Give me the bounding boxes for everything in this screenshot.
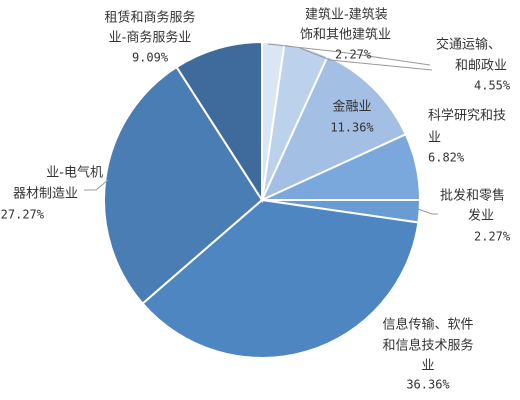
value-label: 6.82%	[428, 151, 465, 165]
slice-label: 器材制造业	[13, 187, 78, 202]
value-label: 36.36%	[406, 378, 450, 392]
slice-label: 发业	[468, 208, 494, 224]
slice-label: 和信息技术服务	[382, 338, 473, 354]
slice-label: 业-电气机	[46, 165, 103, 181]
slice-label: 租赁和商务服务	[104, 10, 195, 26]
slice-label: 批发和零售	[440, 188, 505, 204]
value-label: 2.27%	[474, 230, 511, 244]
leader-line	[417, 208, 438, 215]
slice-label: 饰和其他建筑业	[300, 27, 391, 43]
slice-label: 业	[421, 359, 434, 374]
value-label: 11.36%	[330, 121, 374, 135]
slice-label: 业-商务服务业	[109, 30, 192, 46]
pie-slice	[175, 40, 263, 204]
pie-slice	[103, 65, 264, 305]
slice-label: 科学研究和技	[428, 108, 506, 124]
pie-slice	[259, 54, 408, 203]
leader-line	[84, 179, 109, 191]
value-label: 4.55%	[474, 79, 511, 93]
slice-label: 建筑业-建筑装	[305, 7, 388, 23]
slice-label: 交通运输、	[436, 37, 501, 53]
value-label: 2.27%	[335, 48, 372, 62]
value-label: 27.27%	[1, 208, 45, 222]
pie-slice	[141, 198, 420, 359]
leader-line	[299, 47, 433, 71]
value-label: 9.09%	[132, 51, 169, 65]
slice-label: 业	[428, 131, 441, 146]
slice-label: 和邮政业	[455, 59, 507, 74]
slice-label: 信息传输、软件	[382, 317, 473, 333]
slice-label: 金融业	[332, 99, 371, 115]
leader-line	[267, 43, 431, 66]
